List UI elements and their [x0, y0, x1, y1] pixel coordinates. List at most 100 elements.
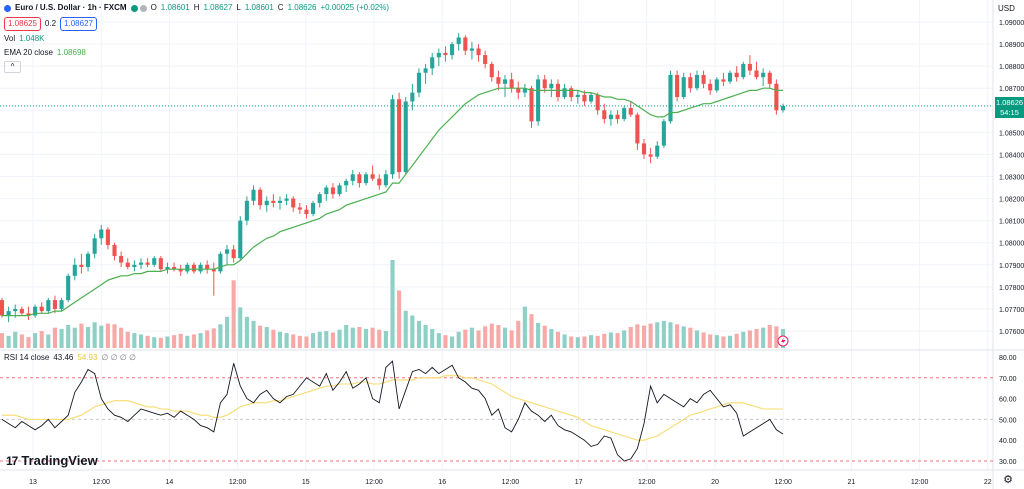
volume-bar [363, 329, 369, 348]
candle-body [52, 300, 58, 309]
rsi-tick-label: 70.00 [999, 376, 1017, 383]
price-tick-label: 1.09000 [999, 20, 1024, 27]
open-label: O [150, 3, 157, 12]
volume-bar [575, 337, 580, 348]
volume-bar [708, 334, 713, 348]
candle-body [661, 121, 666, 146]
volume-bar [761, 327, 766, 348]
symbol-legend: Euro / U.S. Dollar · 1h · FXCM O 1.08601 … [4, 2, 389, 14]
volume-bar [661, 320, 666, 348]
gear-icon[interactable]: ⚙ [1003, 474, 1013, 486]
volume-bar [277, 331, 283, 348]
volume-bar [251, 320, 256, 348]
candle-body [66, 275, 71, 301]
candle-body [397, 99, 402, 173]
volume-bar [727, 335, 733, 348]
volume-bar [79, 323, 84, 348]
candle-body [602, 110, 607, 120]
volume-bar [291, 334, 296, 348]
candle-body [304, 209, 309, 215]
price-tick-label: 1.07600 [999, 329, 1024, 336]
candle-body [370, 174, 375, 179]
volume-bar [258, 325, 263, 348]
candle-body [33, 306, 38, 316]
candle-body [582, 94, 587, 102]
candle-body [727, 72, 733, 82]
price-tick-label: 1.08700 [999, 86, 1024, 93]
volume-bar [211, 328, 216, 348]
candle-body [410, 92, 415, 102]
candle-body [536, 79, 541, 122]
candle-body [549, 83, 554, 89]
status-dot-icon [139, 4, 147, 12]
volume-bar [357, 327, 362, 348]
close-value: 1.08626 [287, 3, 317, 12]
high-value: 1.08627 [203, 3, 233, 12]
volume-bar [668, 322, 673, 348]
candle-body [191, 264, 196, 272]
tradingview-logo[interactable]: 17 TradingView [6, 453, 98, 468]
candle-body [39, 306, 44, 312]
volume-bar [681, 326, 686, 348]
candle-body [119, 255, 124, 263]
volume-bar [423, 324, 428, 348]
volume-legend[interactable]: Vol 1.048K [4, 33, 44, 45]
volume-bar [615, 333, 620, 348]
candle-body [655, 145, 660, 157]
volume-bar [734, 333, 739, 348]
volume-bar [244, 316, 249, 348]
volume-bar [33, 333, 38, 348]
volume-bar [284, 333, 289, 348]
price-tick-label: 1.07900 [999, 263, 1024, 270]
ema-line [2, 87, 783, 317]
volume-bar [648, 323, 653, 348]
price-tick-label: 1.08500 [999, 130, 1024, 137]
volume-bar [767, 324, 772, 348]
volume-bar [456, 331, 461, 348]
volume-bar [516, 320, 521, 348]
symbol-title[interactable]: Euro / U.S. Dollar · 1h · FXCM [15, 3, 127, 12]
volume-bar [536, 322, 541, 348]
candle-body [589, 94, 594, 102]
volume-bar [602, 333, 607, 348]
volume-bar [463, 329, 468, 348]
volume-bar [112, 324, 117, 348]
volume-bar [145, 335, 150, 348]
currency-label[interactable]: USD [998, 4, 1015, 13]
price-tick-label: 1.07800 [999, 285, 1024, 292]
candle-body [747, 63, 752, 71]
volume-bar [218, 324, 223, 348]
candle-body [681, 77, 686, 98]
candle-body [701, 74, 706, 84]
time-tick-label: 20 [711, 479, 719, 486]
candle-body [456, 37, 461, 45]
low-value: 1.08601 [244, 3, 274, 12]
volume-bar [549, 329, 554, 348]
candle-body [450, 44, 455, 56]
sell-button[interactable]: 1.08625 [4, 17, 41, 31]
volume-bar [46, 334, 51, 348]
volume-bar [85, 327, 91, 348]
volume-bar [52, 327, 58, 348]
time-tick-label: 16 [438, 479, 446, 486]
ema-legend[interactable]: EMA 20 close 1.08698 [4, 47, 86, 59]
collapse-legend-button[interactable]: ^ [4, 61, 21, 73]
candle-body [430, 57, 435, 69]
volume-bar [271, 329, 276, 348]
volume-bar [0, 333, 5, 348]
volume-bar [589, 335, 594, 348]
volume-bar [688, 327, 693, 348]
candle-body [317, 194, 322, 203]
candle-body [172, 266, 177, 270]
volume-bar [496, 324, 501, 348]
rsi-line [1, 360, 784, 462]
alert-lightning-icon-bolt [781, 337, 786, 345]
market-open-icon [130, 4, 138, 12]
candle-body [403, 101, 408, 173]
buy-button[interactable]: 1.08627 [60, 17, 97, 31]
rsi-legend[interactable]: RSI 14 close 43.46 54.93 ∅ ∅ ∅ ∅ [4, 352, 136, 364]
volume-bar [430, 329, 435, 348]
volume-bar [522, 306, 527, 348]
volume-bar [330, 332, 335, 348]
